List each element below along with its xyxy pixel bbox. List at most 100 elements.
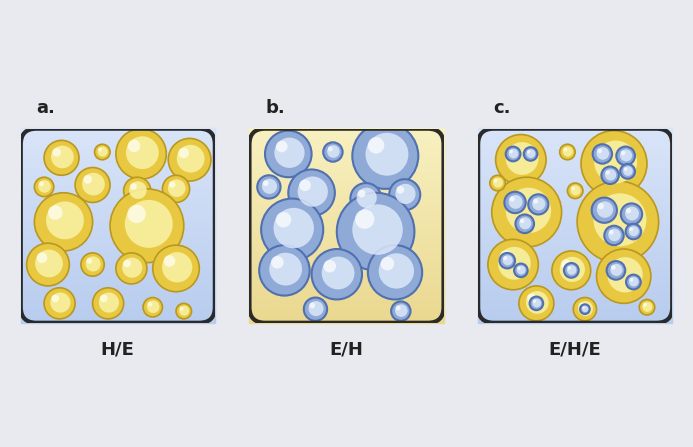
Bar	[21, 208, 215, 211]
Bar	[249, 225, 444, 228]
Bar	[21, 293, 215, 296]
Bar	[21, 172, 215, 175]
Circle shape	[560, 257, 585, 282]
Circle shape	[116, 129, 166, 179]
Bar	[478, 225, 672, 228]
Bar	[478, 172, 672, 175]
Bar	[249, 281, 444, 284]
Bar	[478, 179, 672, 182]
Bar	[249, 143, 444, 146]
Bar	[21, 148, 215, 151]
Circle shape	[128, 139, 141, 152]
Circle shape	[176, 304, 191, 319]
Bar	[21, 252, 215, 255]
Circle shape	[626, 208, 631, 213]
Bar	[249, 279, 444, 282]
Text: b.: b.	[265, 99, 285, 117]
Bar	[21, 279, 215, 282]
Bar	[478, 196, 672, 199]
Bar	[21, 257, 215, 260]
Circle shape	[162, 175, 190, 202]
Circle shape	[524, 147, 537, 161]
Bar	[21, 189, 215, 192]
Bar	[249, 177, 444, 180]
Bar	[21, 177, 215, 180]
Circle shape	[274, 138, 305, 168]
Circle shape	[604, 226, 624, 245]
Circle shape	[82, 173, 105, 195]
Circle shape	[148, 302, 152, 307]
Circle shape	[179, 307, 184, 311]
Text: a.: a.	[36, 99, 55, 117]
Circle shape	[378, 253, 414, 289]
Circle shape	[125, 200, 173, 248]
Bar	[478, 220, 672, 224]
Circle shape	[597, 147, 609, 160]
Bar	[249, 288, 444, 291]
Circle shape	[337, 193, 414, 270]
Bar	[21, 276, 215, 279]
Circle shape	[621, 203, 642, 225]
Circle shape	[517, 266, 520, 270]
Bar	[21, 230, 215, 233]
Bar	[249, 293, 444, 296]
Circle shape	[75, 168, 110, 202]
Bar	[249, 247, 444, 250]
Bar	[478, 257, 672, 260]
Bar	[478, 128, 672, 131]
Bar	[21, 174, 215, 177]
Circle shape	[506, 147, 520, 161]
Circle shape	[276, 141, 288, 152]
Bar	[21, 281, 215, 284]
Bar	[21, 164, 215, 168]
Circle shape	[582, 306, 585, 309]
Circle shape	[623, 166, 633, 176]
Bar	[249, 215, 444, 219]
Circle shape	[643, 303, 647, 307]
Bar	[478, 162, 672, 165]
Circle shape	[351, 183, 381, 214]
Bar	[249, 140, 444, 143]
Bar	[478, 152, 672, 156]
Circle shape	[514, 264, 527, 277]
Bar	[21, 286, 215, 289]
Circle shape	[178, 148, 189, 158]
Bar	[478, 242, 672, 245]
Circle shape	[506, 188, 551, 233]
Bar	[249, 317, 444, 320]
Circle shape	[168, 139, 211, 181]
Bar	[478, 308, 672, 311]
Bar	[249, 203, 444, 207]
Bar	[249, 274, 444, 277]
Bar	[478, 303, 672, 306]
Bar	[21, 150, 215, 153]
Bar	[478, 131, 672, 134]
Circle shape	[629, 277, 638, 287]
Bar	[249, 167, 444, 170]
Bar	[249, 184, 444, 187]
Circle shape	[265, 131, 312, 177]
Bar	[478, 230, 672, 233]
Bar	[21, 317, 215, 320]
Bar	[249, 194, 444, 197]
Circle shape	[500, 250, 512, 263]
Circle shape	[262, 179, 277, 194]
Bar	[478, 223, 672, 226]
Bar	[478, 279, 672, 282]
Bar	[21, 213, 215, 216]
Bar	[478, 169, 672, 173]
Bar	[21, 223, 215, 226]
Bar	[21, 128, 215, 131]
Circle shape	[527, 293, 536, 302]
Bar	[249, 189, 444, 192]
Circle shape	[606, 261, 625, 280]
Circle shape	[162, 252, 193, 283]
Circle shape	[629, 227, 633, 231]
Bar	[21, 169, 215, 173]
Bar	[249, 259, 444, 262]
Circle shape	[396, 184, 416, 204]
Circle shape	[35, 193, 93, 251]
Circle shape	[605, 169, 616, 181]
Bar	[249, 218, 444, 221]
Bar	[249, 298, 444, 301]
